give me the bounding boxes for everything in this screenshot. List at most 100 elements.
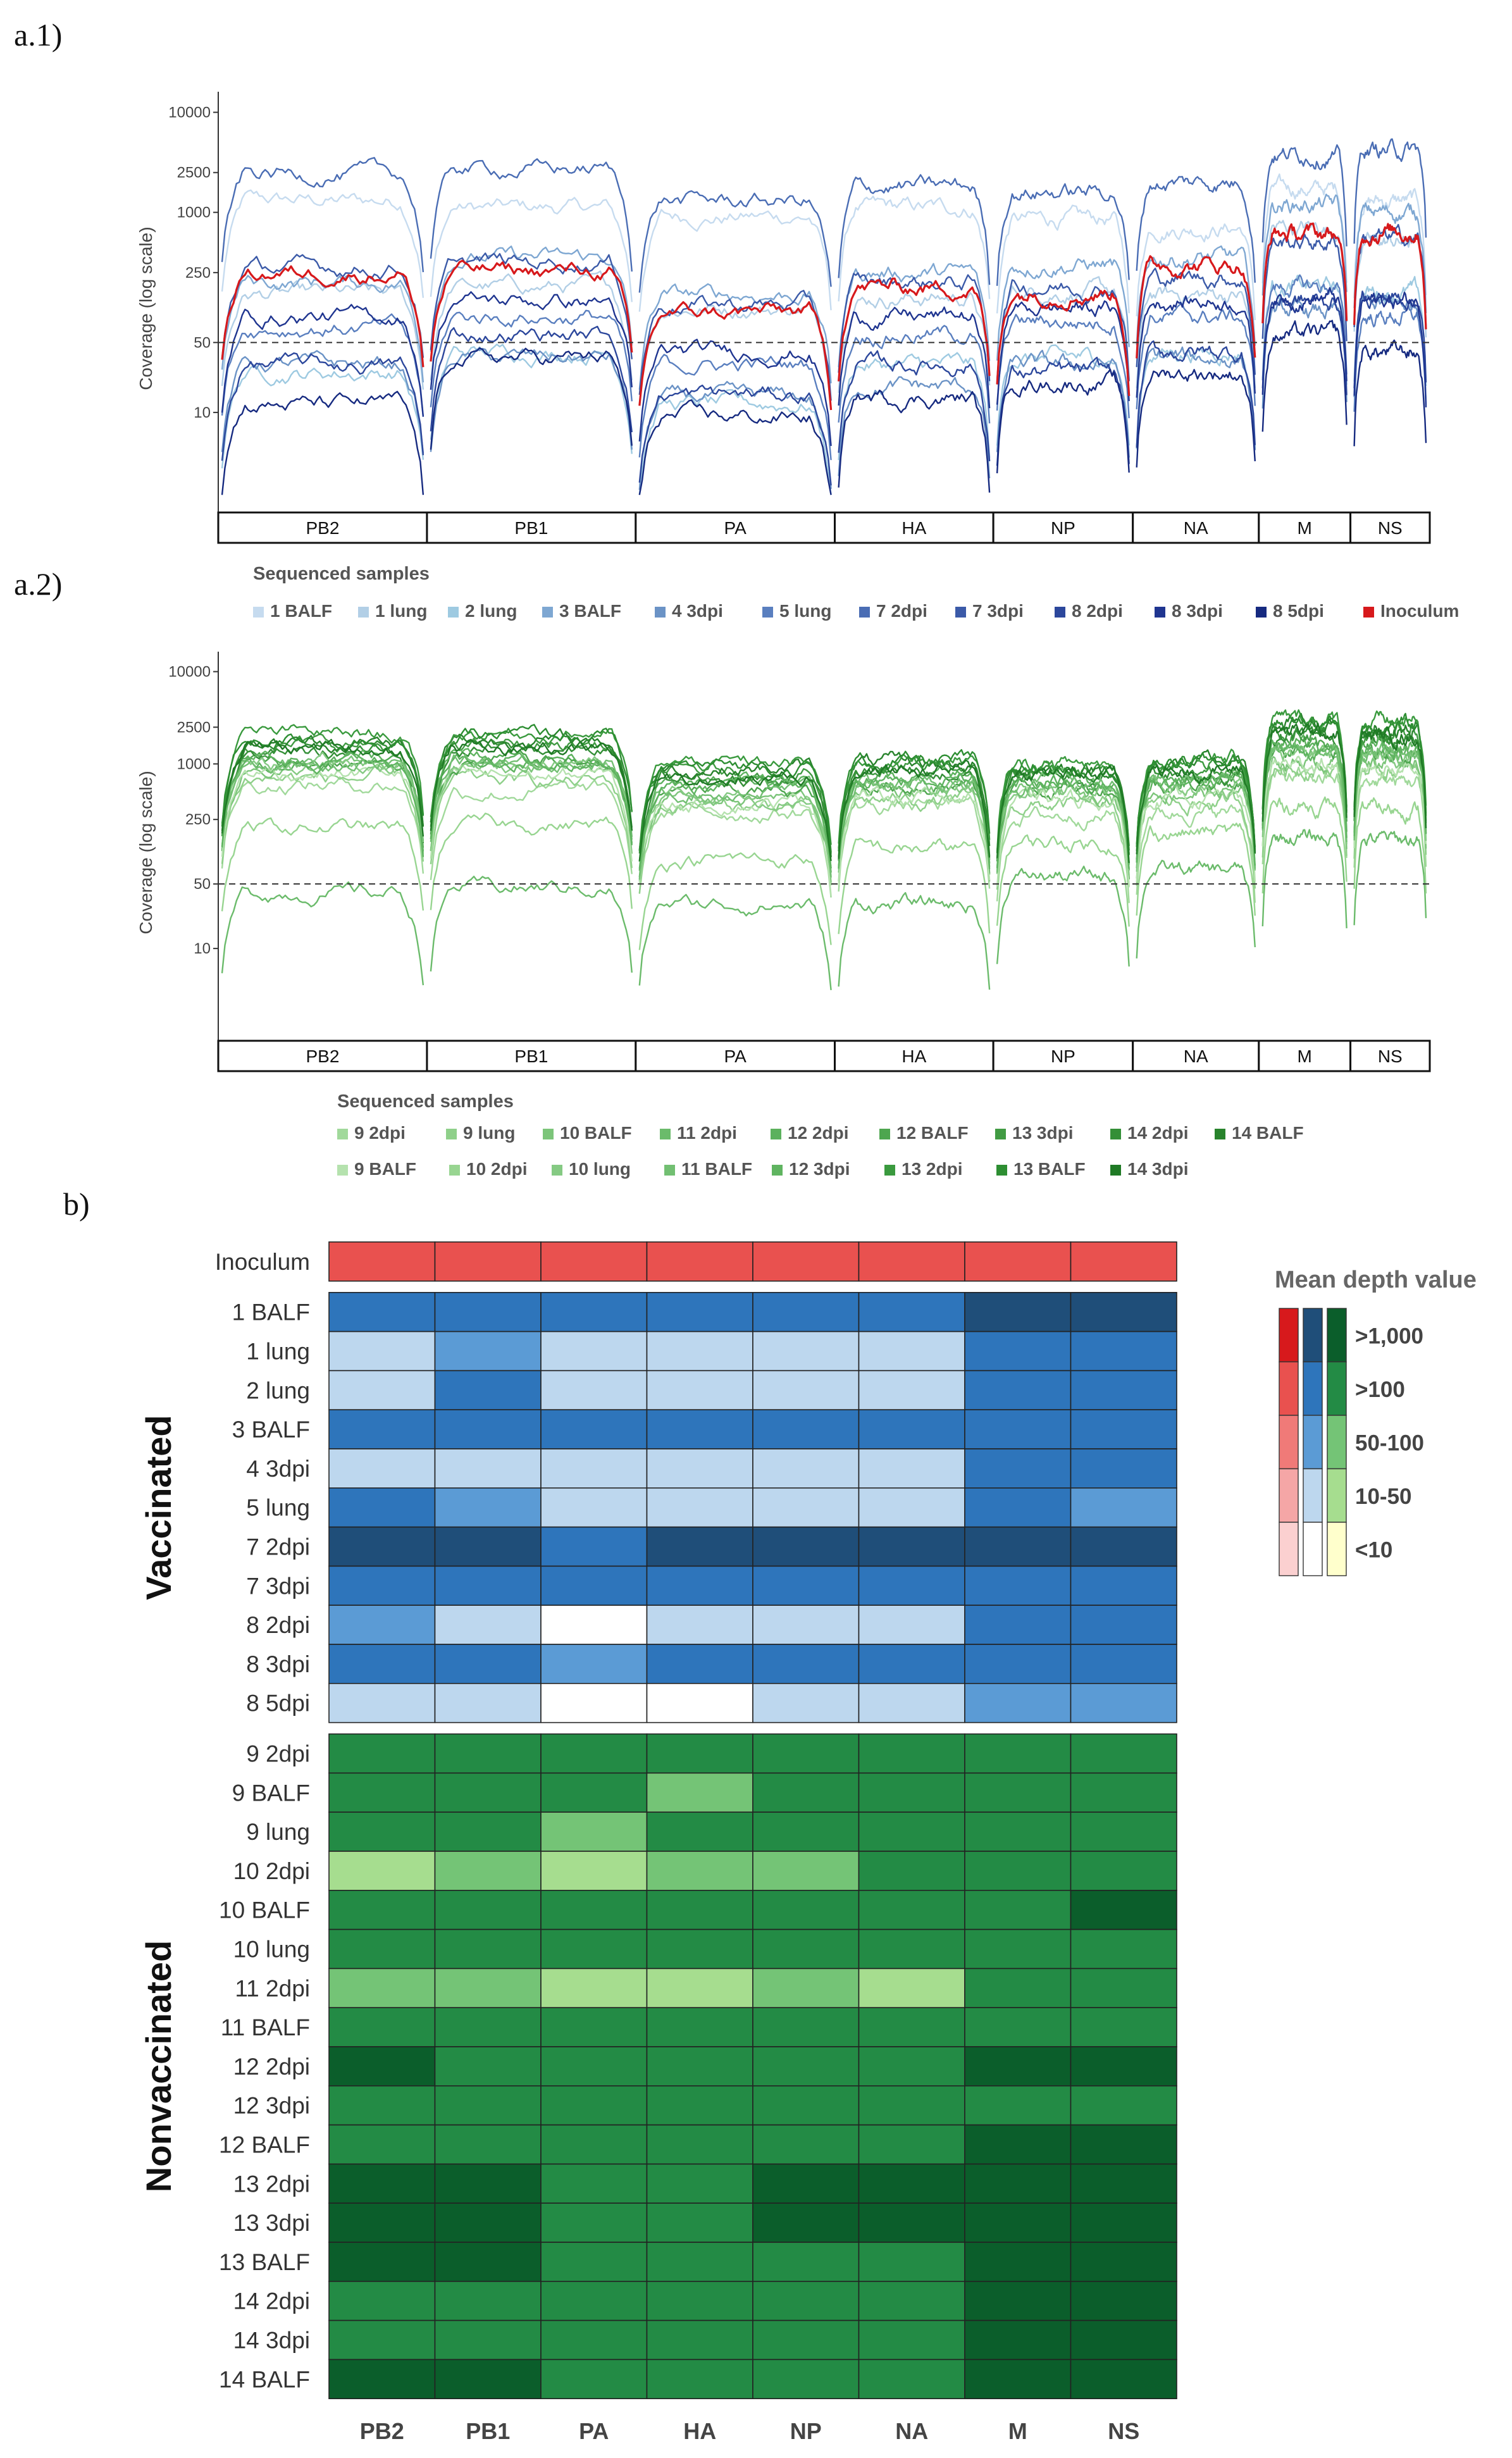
heatmap-cell	[646, 1331, 753, 1372]
heatmap-cell	[540, 2202, 648, 2243]
series-line-10	[221, 320, 1427, 495]
heatmap-cell	[752, 2046, 860, 2087]
heatmap-cell	[858, 2007, 965, 2047]
heatmap-cell	[752, 1409, 860, 1449]
heatmap-cell	[328, 1890, 436, 1930]
heatmap-row-label: 5 lung	[246, 1495, 310, 1521]
legend-item-label: 12 BALF	[896, 1123, 969, 1143]
legend-item-label: 7 3dpi	[972, 601, 1024, 621]
series-line-1	[221, 220, 1427, 410]
heatmap-cell	[646, 1487, 753, 1528]
legend-swatch	[1110, 1129, 1121, 1139]
legend-swatch	[655, 607, 666, 618]
heatmap-cell	[858, 1487, 965, 1528]
segment-box	[426, 1040, 637, 1072]
legend-item-label: 13 3dpi	[1012, 1123, 1073, 1143]
legend-title: Sequenced samples	[253, 564, 430, 584]
heatmap-cell	[964, 1811, 1072, 1852]
heatmap-cell	[858, 1683, 965, 1723]
heatmap-cell	[752, 1526, 860, 1567]
heatmap-cell	[328, 2124, 436, 2165]
segment-label: PB2	[306, 518, 339, 538]
segment-box	[1132, 511, 1260, 544]
heatmap-cell	[964, 1644, 1072, 1684]
heatmap-cell	[1070, 1733, 1177, 1774]
heatmap-cell	[1070, 1565, 1177, 1606]
heatmap-cell	[434, 2046, 542, 2087]
heatmap-cell	[964, 1448, 1072, 1489]
heatmap-cell	[434, 1733, 542, 1774]
heatmap-cell	[964, 1772, 1072, 1813]
heatmap-cell	[328, 1605, 436, 1645]
heatmap-row-label: 7 3dpi	[246, 1573, 310, 1599]
heatmap-cell	[646, 1733, 753, 1774]
heatmap-cell	[540, 2124, 648, 2165]
heatmap-group-label: Vaccinated	[139, 1415, 178, 1600]
series-line-9	[221, 755, 1427, 896]
segment-label: PB1	[514, 1046, 548, 1066]
legend-swatch	[1055, 607, 1065, 618]
heatmap-row-label: 9 BALF	[232, 1780, 310, 1806]
heatmap-cell	[752, 2319, 860, 2361]
y-tick-label: 50	[194, 334, 211, 351]
heatmap-cell	[752, 2202, 860, 2243]
heatmap-cell	[646, 1370, 753, 1410]
heatmap-cell	[434, 2163, 542, 2204]
legend-item-label: 8 2dpi	[1072, 601, 1123, 621]
heatmap-cell	[434, 1683, 542, 1723]
legend-swatch	[337, 1129, 348, 1139]
heatmap-cell	[1070, 1928, 1177, 1970]
heatmap-row-label: 13 BALF	[219, 2249, 310, 2275]
segment-label: NP	[1051, 1046, 1075, 1066]
heatmap-cell	[752, 1928, 860, 1970]
legend-item-label: 10 lung	[569, 1159, 631, 1179]
heatmap-cell	[858, 1811, 965, 1852]
coverage-chart-nonvaccinated: a.2) 10 50 250 1000 2500 10000 Coverage (log sc…	[14, 566, 1431, 1179]
heatmap-cell	[858, 1928, 965, 1970]
heatmap-cell	[434, 1811, 542, 1852]
segment-label: NS	[1378, 1046, 1403, 1066]
legend-color-box	[1327, 1361, 1347, 1416]
y-tick-label: 1000	[177, 755, 211, 773]
coverage-lines	[221, 138, 1427, 495]
segment-box	[217, 511, 428, 544]
heatmap-cell	[752, 2007, 860, 2047]
series-line-11	[221, 222, 1427, 411]
segment-box	[635, 1040, 836, 1072]
heatmap-column-label: NA	[895, 2418, 928, 2444]
heatmap-cell	[964, 1968, 1072, 2008]
legend-swatch	[253, 607, 264, 618]
panel-label: b)	[63, 1186, 90, 1222]
heatmap-cell	[540, 1565, 648, 1606]
heatmap-row-label: Inoculum	[215, 1249, 310, 1275]
heatmap-cell	[1070, 2202, 1177, 2243]
legend-item-label: 11 BALF	[681, 1159, 752, 1179]
heatmap-cell	[540, 1683, 648, 1723]
heatmap-cell	[646, 2007, 753, 2047]
legend-item-label: 8 3dpi	[1172, 601, 1223, 621]
heatmap-cell	[858, 1968, 965, 2008]
heatmap-group-label: Nonvaccinated	[139, 1940, 178, 2192]
heatmap-cell	[1070, 1292, 1177, 1332]
heatmap-row-label: 12 BALF	[219, 2132, 310, 2158]
heatmap-cell	[858, 2163, 965, 2204]
legend-color-box	[1279, 1361, 1299, 1416]
legend-item-label: 9 lung	[463, 1123, 515, 1143]
heatmap-cell	[540, 1811, 648, 1852]
heatmap-cell	[328, 1487, 436, 1528]
heatmap-cell	[858, 1526, 965, 1567]
heatmap-cell	[434, 1241, 542, 1282]
legend-item-label: 10 2dpi	[466, 1159, 527, 1179]
legend-swatch	[995, 1129, 1006, 1139]
series-line-0	[221, 173, 1427, 321]
heatmap-cell	[540, 1968, 648, 2008]
segment-box	[834, 1040, 995, 1072]
legend-color-box	[1303, 1522, 1323, 1577]
heatmap-cell	[646, 1890, 753, 1930]
heatmap-cell	[540, 2359, 648, 2399]
segment-label: NA	[1184, 1046, 1208, 1066]
y-tick-label: 10000	[168, 104, 211, 121]
heatmap-cell	[328, 1370, 436, 1410]
heatmap-row-label: 13 3dpi	[233, 2210, 310, 2236]
heatmap-cell	[434, 2242, 542, 2282]
